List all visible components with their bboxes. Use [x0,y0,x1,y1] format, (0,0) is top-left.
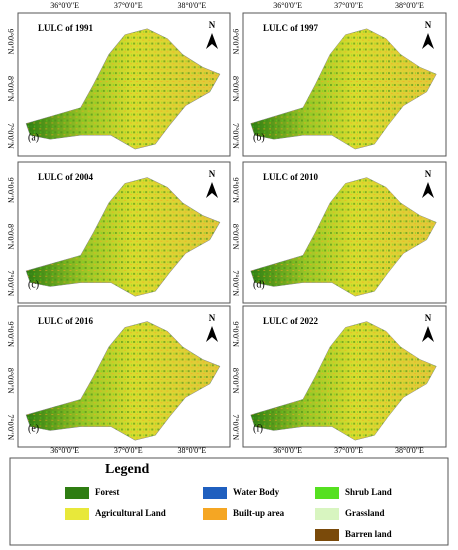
lat-label: 7°0'0"N [6,123,15,149]
legend-title: Legend [105,462,150,477]
lat-label: 9°0'0"N [6,177,15,203]
map-texture [250,321,437,441]
legend-label: Barren land [345,529,392,539]
lon-label: 37°0'0"E [334,446,363,455]
legend-swatch [65,508,89,520]
north-arrow [206,33,218,49]
lon-label: 36°0'0"E [50,1,79,10]
panel-title: LULC of 1991 [38,23,94,33]
map-panel: LULC of 1997 (b) N [242,12,447,157]
panel-title: LULC of 2004 [38,172,94,182]
map-panel: LULC of 1991 (a) N [17,12,231,157]
north-arrow [206,182,218,198]
lon-label: 36°0'0"E [273,446,302,455]
legend-swatch [315,529,339,541]
north-arrow [422,326,434,342]
lon-label: 36°0'0"E [50,446,79,455]
panel-letter: (b) [253,132,265,143]
north-label: N [425,313,432,323]
map-panel: LULC of 2004 (c) N [17,161,231,304]
lat-label: 7°0'0"N [231,270,240,296]
map-texture [26,321,220,441]
map [250,28,437,150]
map [250,177,437,297]
map-panel: LULC of 2016 (e) N [17,305,231,448]
lon-label: 36°0'0"E [273,1,302,10]
legend-swatch [65,487,89,499]
panel-title: LULC of 2022 [263,316,319,326]
panel-title: LULC of 2016 [38,316,94,326]
legend-label: Grassland [345,508,385,518]
legend-label: Agricultural Land [95,508,166,518]
lon-label: 38°0'0"E [177,1,206,10]
legend-swatch [315,487,339,499]
lat-label: 7°0'0"N [231,123,240,149]
north-label: N [209,313,216,323]
lat-label: 8°0'0"N [6,224,15,250]
panel-title: LULC of 2010 [263,172,319,182]
north-label: N [209,20,216,30]
north-arrow [422,33,434,49]
lat-label: 9°0'0"N [231,29,240,55]
panel-letter: (f) [253,423,263,434]
panel-title: LULC of 1997 [263,23,319,33]
legend-swatch [203,487,227,499]
legend-swatch [203,508,227,520]
map [250,321,437,441]
lon-label: 37°0'0"E [114,1,143,10]
lat-label: 7°0'0"N [231,414,240,440]
map-panel: LULC of 2022 (f) N [242,305,447,448]
lat-label: 8°0'0"N [6,76,15,102]
map-panel: LULC of 2010 (d) N [242,161,447,304]
legend-label: Water Body [233,487,280,497]
panel-letter: (c) [28,279,39,290]
north-arrow [206,326,218,342]
legend-swatch [315,508,339,520]
north-arrow [422,182,434,198]
map-texture [26,28,220,150]
map-texture [250,177,437,297]
north-label: N [425,20,432,30]
legend-label: Built-up area [233,508,285,518]
lat-label: 9°0'0"N [231,321,240,347]
north-label: N [425,169,432,179]
legend-label: Shrub Land [345,487,392,497]
lon-label: 38°0'0"E [395,446,424,455]
map [25,321,221,441]
lon-label: 37°0'0"E [334,1,363,10]
map [25,177,221,297]
lon-label: 38°0'0"E [395,1,424,10]
lat-label: 9°0'0"N [231,177,240,203]
map [25,28,221,150]
north-label: N [209,169,216,179]
legend-box [9,457,449,546]
panel-letter: (d) [253,279,265,290]
lat-label: 8°0'0"N [231,76,240,102]
map-texture [26,177,220,297]
map-texture [250,28,437,150]
panel-letter: (e) [28,423,39,434]
lat-label: 9°0'0"N [6,29,15,55]
lon-label: 37°0'0"E [114,446,143,455]
lat-label: 7°0'0"N [6,414,15,440]
panel-letter: (a) [28,132,39,143]
lat-label: 8°0'0"N [231,368,240,394]
lat-label: 7°0'0"N [6,270,15,296]
legend-label: Forest [95,487,119,497]
lat-label: 8°0'0"N [6,368,15,394]
lat-label: 9°0'0"N [6,321,15,347]
lat-label: 8°0'0"N [231,224,240,250]
lon-label: 38°0'0"E [177,446,206,455]
